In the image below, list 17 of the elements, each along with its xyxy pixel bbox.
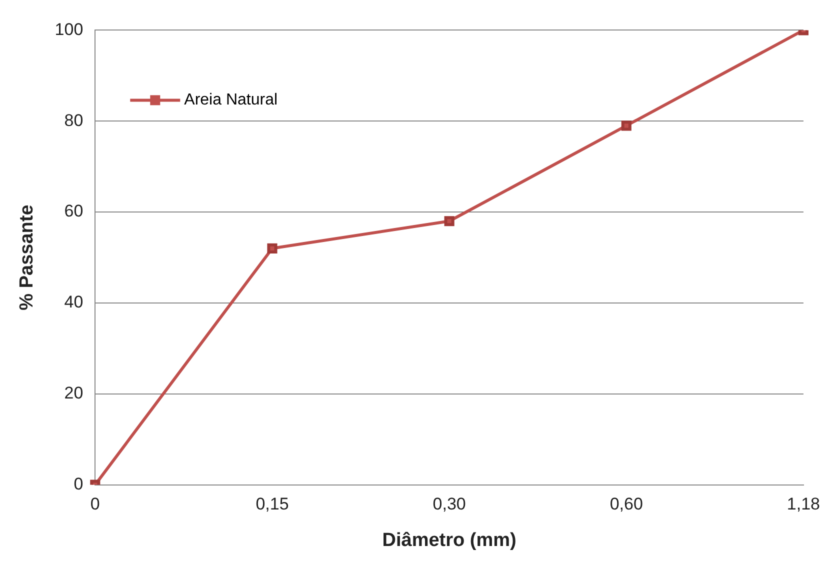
- y-tick-label: 80: [64, 110, 84, 130]
- y-tick-label: 0: [74, 474, 84, 494]
- x-tick-label: 1,18: [786, 494, 820, 514]
- x-tick-label: 0: [90, 494, 100, 514]
- point: [444, 216, 454, 226]
- x-tick-label: 0,60: [610, 494, 643, 514]
- y-tick-label: 20: [64, 384, 84, 403]
- point: [621, 120, 632, 131]
- y-tick-label: 40: [64, 292, 84, 312]
- x-tick-label: 0,15: [256, 494, 289, 514]
- y-tick-label: 100: [54, 20, 84, 39]
- point: [267, 243, 278, 254]
- x-axis-title: Diâmetro (mm): [382, 530, 516, 551]
- x-tick-label: 0,30: [432, 494, 466, 514]
- legend-label: Areia Natural: [184, 92, 278, 109]
- y-tick-label: 60: [64, 202, 84, 221]
- y-axis-title: % Passante: [16, 204, 38, 310]
